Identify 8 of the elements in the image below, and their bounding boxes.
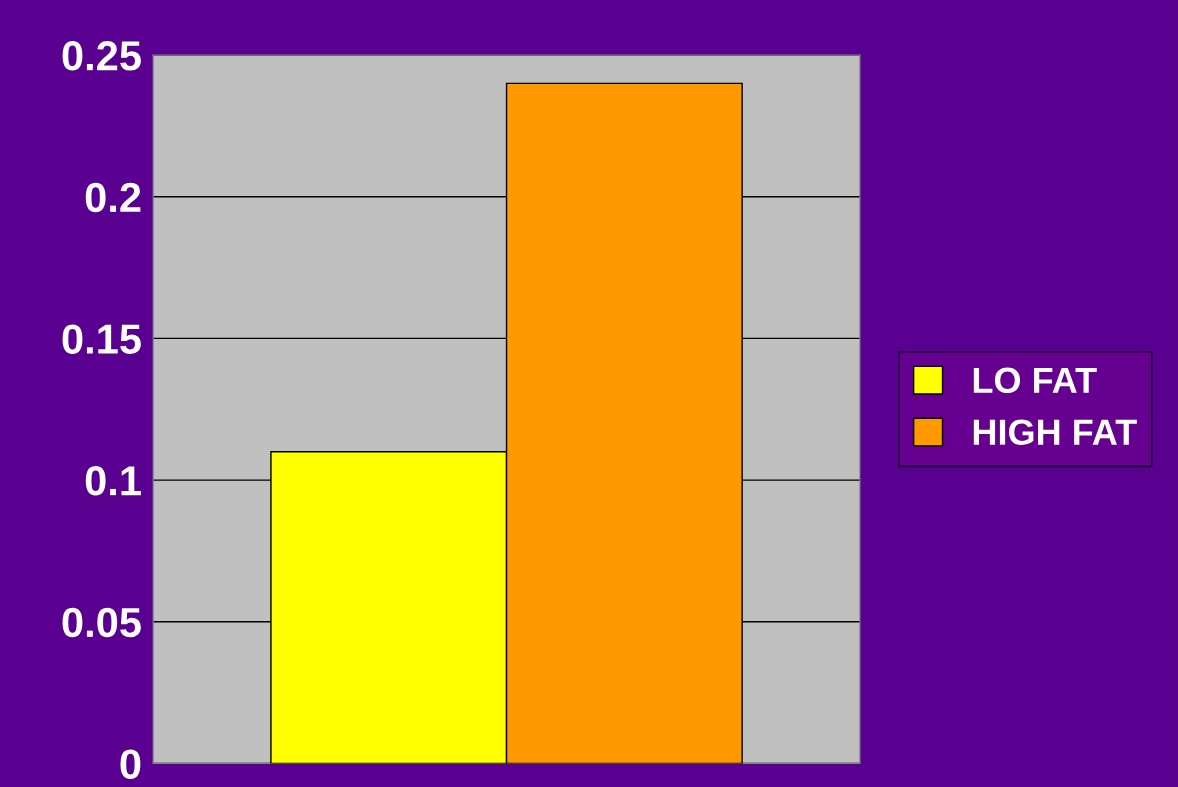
legend-label: LO FAT (973, 367, 1097, 394)
y-tick-label: 0.2 (85, 182, 141, 213)
y-tick-label: 0.25 (62, 41, 141, 71)
y-tick-label: 0 (120, 749, 141, 779)
y-tick-label: 0.15 (62, 324, 141, 354)
y-tick-label: 0.05 (62, 607, 141, 638)
legend-label: HIGH FAT (973, 419, 1137, 445)
y-tick-label: 0.1 (85, 466, 141, 496)
